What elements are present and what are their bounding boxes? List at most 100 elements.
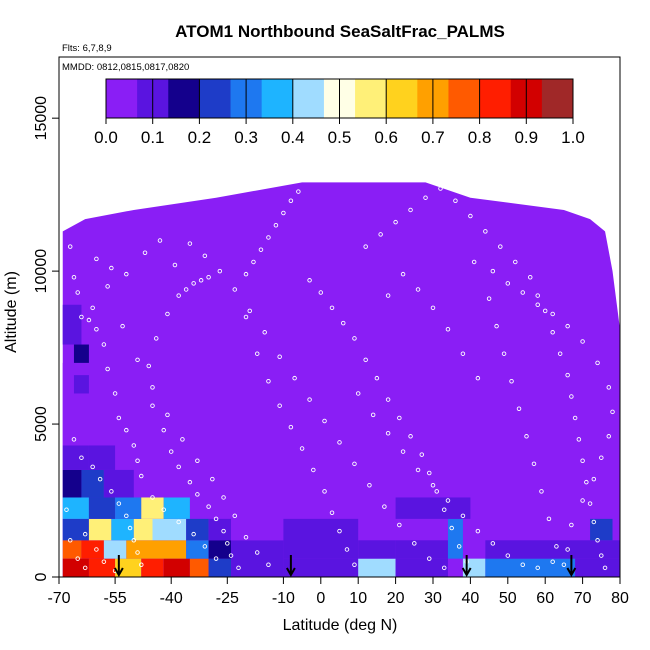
heatmap-cell: [73, 375, 89, 394]
colorbar-tick-label: 0.3: [234, 128, 258, 147]
sample-point: [606, 434, 612, 439]
sample-point: [161, 507, 166, 512]
sample-point: [445, 498, 451, 503]
sample-point: [120, 323, 125, 329]
sample-point: [441, 565, 447, 571]
sample-point: [288, 198, 294, 204]
plot-frame: [58, 56, 621, 578]
sample-point: [131, 538, 137, 543]
heatmap-cell: [395, 497, 471, 519]
colorbar-swatch: [168, 79, 200, 118]
sample-point: [483, 229, 488, 234]
sample-point: [187, 241, 193, 246]
heatmap-cell: [62, 445, 89, 470]
sample-point: [460, 513, 466, 519]
sample-point: [516, 406, 522, 412]
sample-point: [606, 385, 612, 390]
heatmap-cell: [414, 424, 452, 470]
sample-point: [180, 437, 185, 442]
x-tick-label: 20: [387, 590, 405, 607]
sample-point: [412, 541, 417, 546]
sample-point: [281, 210, 286, 216]
sample-point: [490, 268, 496, 274]
sample-point: [86, 317, 92, 323]
heatmap-cell: [395, 540, 448, 559]
sample-point: [550, 559, 555, 564]
sample-point: [206, 274, 211, 280]
sample-point: [183, 287, 189, 292]
sample-point: [352, 461, 357, 467]
sample-point: [554, 544, 559, 549]
sample-point: [161, 427, 166, 433]
sample-point: [105, 284, 110, 289]
sample-point: [557, 351, 563, 356]
sample-point: [232, 287, 238, 292]
heatmap-cell: [141, 497, 164, 519]
sample-point: [494, 323, 499, 329]
sample-point: [453, 198, 458, 204]
heatmap-cell: [358, 558, 396, 577]
sample-point: [580, 458, 585, 464]
sample-point: [150, 385, 155, 390]
sample-point: [176, 293, 181, 298]
sample-point: [94, 326, 99, 332]
sample-point: [475, 528, 481, 534]
sample-points: [64, 186, 615, 574]
sample-point: [266, 378, 271, 384]
flight-arrow-head: [113, 567, 124, 578]
x-tick-label: -10: [272, 590, 295, 607]
heatmap-cell: [590, 518, 613, 541]
sample-point: [471, 259, 477, 265]
colorbar-tick-label: 0.8: [468, 128, 492, 147]
sample-point: [460, 351, 466, 356]
sample-point: [344, 547, 350, 552]
sample-point: [535, 293, 540, 298]
sample-point: [101, 559, 107, 564]
sample-point: [116, 415, 122, 421]
y-axis-label: Altitude (m): [3, 271, 20, 353]
sample-point: [202, 253, 208, 259]
sample-point: [524, 434, 529, 439]
colorbar-swatch: [199, 79, 232, 118]
sample-point: [288, 424, 294, 430]
x-tick-label: 60: [536, 590, 554, 607]
sample-point: [584, 479, 589, 485]
sample-point: [210, 476, 215, 482]
sample-point: [165, 412, 170, 418]
sample-point: [124, 513, 129, 519]
sample-point: [382, 504, 387, 509]
sample-point: [591, 519, 597, 525]
heatmap-cell: [231, 540, 284, 577]
sample-point: [378, 232, 383, 237]
sample-point: [135, 550, 140, 555]
heatmap-cell: [88, 445, 116, 470]
sample-point: [352, 562, 357, 568]
sample-point: [367, 482, 372, 488]
heatmap-cell: [189, 558, 209, 577]
sample-point: [157, 238, 163, 243]
x-tick-label: 40: [462, 590, 480, 607]
heatmap-layer: [62, 182, 621, 578]
sample-point: [438, 186, 443, 191]
sample-point: [198, 278, 204, 283]
heatmap-cell: [447, 518, 463, 559]
chart-title: ATOM1 Northbound SeaSaltFrac_PALMS: [175, 22, 505, 41]
sample-point: [299, 446, 305, 451]
x-tick-label: 30: [424, 590, 442, 607]
sample-point: [97, 476, 103, 482]
heatmap-cell: [73, 344, 89, 363]
x-tick-label: 50: [499, 590, 517, 607]
sample-point: [232, 513, 238, 519]
y-tick-label: 10000: [33, 249, 50, 294]
sample-point: [153, 336, 159, 341]
sample-point: [254, 351, 260, 356]
heatmap-cell: [62, 518, 89, 541]
sample-point: [550, 311, 555, 317]
sample-point: [187, 479, 193, 485]
sample-point: [408, 207, 413, 213]
x-tick-label: 10: [349, 590, 367, 607]
sample-point: [505, 553, 511, 558]
heatmap-cell: [395, 558, 448, 577]
sample-point: [258, 247, 264, 252]
sample-point: [292, 375, 297, 381]
